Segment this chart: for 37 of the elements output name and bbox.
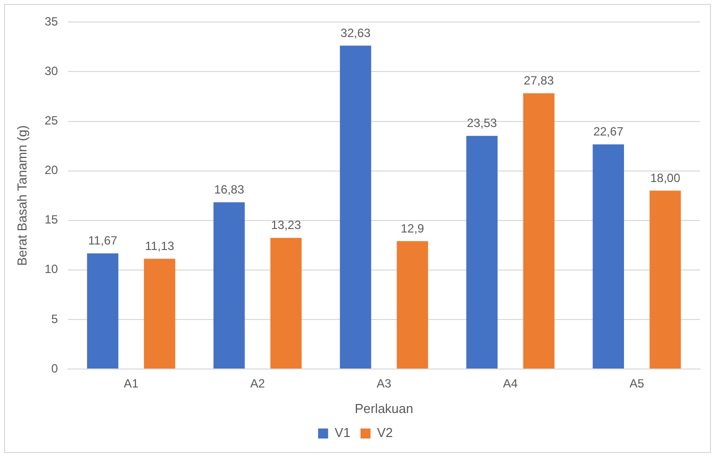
legend-label: V2 <box>377 425 393 440</box>
data-label: 27,83 <box>524 74 554 88</box>
y-tick-label: 5 <box>51 312 58 326</box>
bar <box>213 202 245 368</box>
data-label: 18,00 <box>650 170 681 185</box>
bar <box>650 190 681 368</box>
y-axis-title: Berat Basah Tanamn (g) <box>14 125 30 266</box>
y-tick-label: 0 <box>51 361 58 376</box>
data-label: 32,63 <box>340 26 371 40</box>
bar <box>466 136 498 368</box>
x-tick-label: A5 <box>629 376 644 391</box>
y-tick-label: 15 <box>44 212 58 227</box>
y-tick-label: 25 <box>44 114 58 128</box>
x-tick-label: A1 <box>124 376 139 391</box>
bar <box>396 241 428 368</box>
bar <box>523 93 554 368</box>
bar <box>87 253 118 368</box>
data-label: 11,13 <box>145 239 174 254</box>
y-tick-label: 20 <box>44 163 58 178</box>
x-tick-label: A3 <box>376 376 392 391</box>
bar <box>270 238 302 368</box>
data-label: 13,23 <box>270 218 302 232</box>
x-tick-label: A4 <box>503 376 518 391</box>
bar <box>340 46 372 368</box>
legend-label: V1 <box>334 425 351 440</box>
bar <box>592 144 624 368</box>
data-label: 12,9 <box>400 221 424 236</box>
data-label: 23,53 <box>466 116 498 130</box>
data-label: 11,67 <box>88 234 118 248</box>
y-tick-label: 35 <box>44 14 58 29</box>
bar <box>144 258 176 368</box>
y-tick-label: 30 <box>44 64 58 78</box>
y-tick-label: 10 <box>44 262 58 276</box>
data-label: 22,67 <box>593 124 624 139</box>
data-label: 16,83 <box>214 182 244 197</box>
x-axis-title: Perlakuan <box>354 400 414 416</box>
x-tick-label: A2 <box>250 376 266 391</box>
